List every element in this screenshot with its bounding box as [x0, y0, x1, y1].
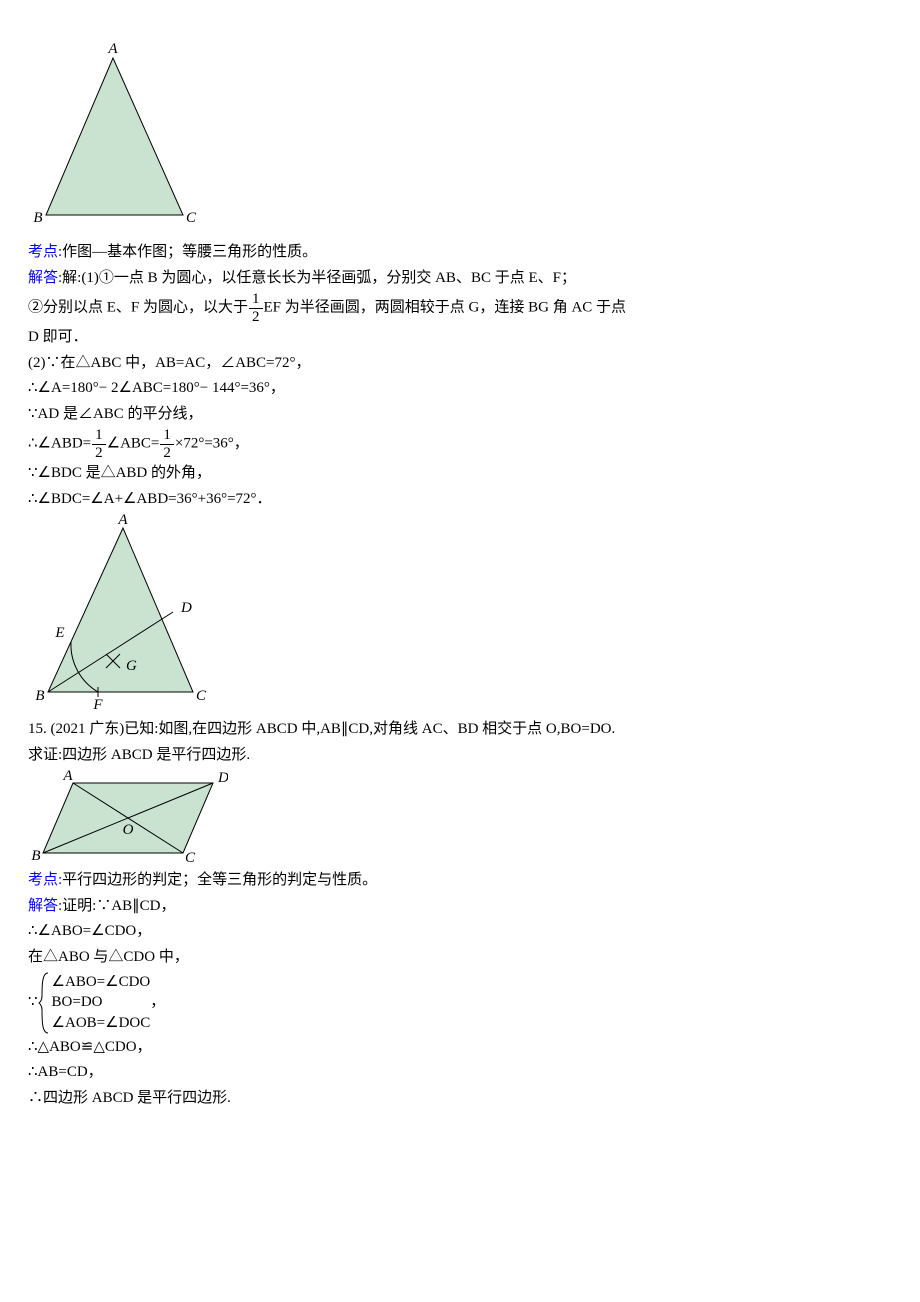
- figure-parallelogram: A D B C O: [28, 768, 892, 868]
- l7: ∴四边形 ABCD 是平行四边形.: [28, 1086, 892, 1112]
- p2a: (2)∵在△ABC 中，AB=AC，∠ABC=72°，: [28, 351, 892, 377]
- kaodian-line: 考点:作图—基本作图；等腰三角形的性质。: [28, 240, 892, 266]
- p2d: ∴∠ABD=12∠ABC=12×72°=36°，: [28, 427, 892, 461]
- p2b: ∴∠A=180°− 2∠ABC=180°− 144°=36°，: [28, 376, 892, 402]
- p2f: ∴∠BDC=∠A+∠ABD=36°+36°=72°．: [28, 487, 892, 513]
- kaodian-line-15: 考点:平行四边形的判定；全等三角形的判定与性质。: [28, 868, 892, 894]
- svg-text:C: C: [185, 850, 196, 866]
- kaodian-label-15: 考点:: [28, 872, 62, 888]
- kaodian-label: 考点:: [28, 244, 62, 260]
- l6: ∴AB=CD，: [28, 1060, 892, 1086]
- kaodian-text-15: 平行四边形的判定；全等三角形的判定与性质。: [62, 872, 377, 888]
- fraction-half-3: 12: [160, 427, 174, 461]
- svg-text:B: B: [35, 688, 44, 704]
- l5: ∴△ABO≌△CDO，: [28, 1035, 892, 1061]
- fraction-half-1: 12: [249, 291, 263, 325]
- p2c: ∵AD 是∠ABC 的平分线，: [28, 402, 892, 428]
- l3: 在△ABO 与△CDO 中，: [28, 945, 892, 971]
- step2-line-a: ②分别以点 E、F 为圆心，以大于12EF 为半径画圆，两圆相较于点 G，连接 …: [28, 291, 892, 325]
- step2-line-b: D 即可．: [28, 325, 892, 351]
- q15-stem-1: 15. (2021 广东)已知:如图,在四边形 ABCD 中,AB∥CD,对角线…: [28, 717, 892, 743]
- svg-text:A: A: [117, 512, 128, 528]
- jieda-text-15: 证明:∵AB∥CD，: [62, 898, 175, 914]
- label-c: C: [186, 210, 197, 226]
- kaodian-text: 作图—基本作图；等腰三角形的性质。: [62, 244, 317, 260]
- svg-text:D: D: [217, 770, 228, 786]
- svg-text:D: D: [180, 600, 192, 616]
- l2: ∴∠ABO=∠CDO，: [28, 919, 892, 945]
- jieda-label: 解答:: [28, 270, 62, 286]
- svg-text:O: O: [123, 822, 134, 838]
- figure-triangle-abc: A B C: [28, 40, 892, 240]
- label-a: A: [107, 41, 118, 57]
- equation-system: ∠ABO=∠CDO BO=DO ∠AOB=∠DOC: [38, 972, 151, 1033]
- jieda-line-15: 解答:证明:∵AB∥CD，: [28, 894, 892, 920]
- svg-text:G: G: [126, 658, 137, 674]
- jieda-line-1: 解答:解:(1)①一点 B 为圆心，以任意长长为半径画弧，分别交 AB、BC 于…: [28, 266, 892, 292]
- q15-stem-2: 求证:四边形 ABCD 是平行四边形.: [28, 743, 892, 769]
- svg-text:C: C: [196, 688, 207, 704]
- svg-text:B: B: [31, 848, 40, 864]
- jieda-prefix: 解:(1): [62, 270, 99, 286]
- figure-triangle-construction: A B C D E F G: [28, 512, 892, 717]
- svg-text:A: A: [62, 768, 73, 784]
- step1-text: ①一点 B 为圆心，以任意长长为半径画弧，分别交 AB、BC 于点 E、F；: [99, 270, 576, 286]
- svg-text:E: E: [54, 625, 64, 641]
- svg-text:F: F: [92, 697, 103, 713]
- system-line: ∵ ∠ABO=∠CDO BO=DO ∠AOB=∠DOC ，: [28, 970, 892, 1035]
- fraction-half-2: 12: [92, 427, 106, 461]
- jieda-label-15: 解答:: [28, 898, 62, 914]
- label-b: B: [33, 210, 42, 226]
- p2e: ∵∠BDC 是△ABD 的外角，: [28, 461, 892, 487]
